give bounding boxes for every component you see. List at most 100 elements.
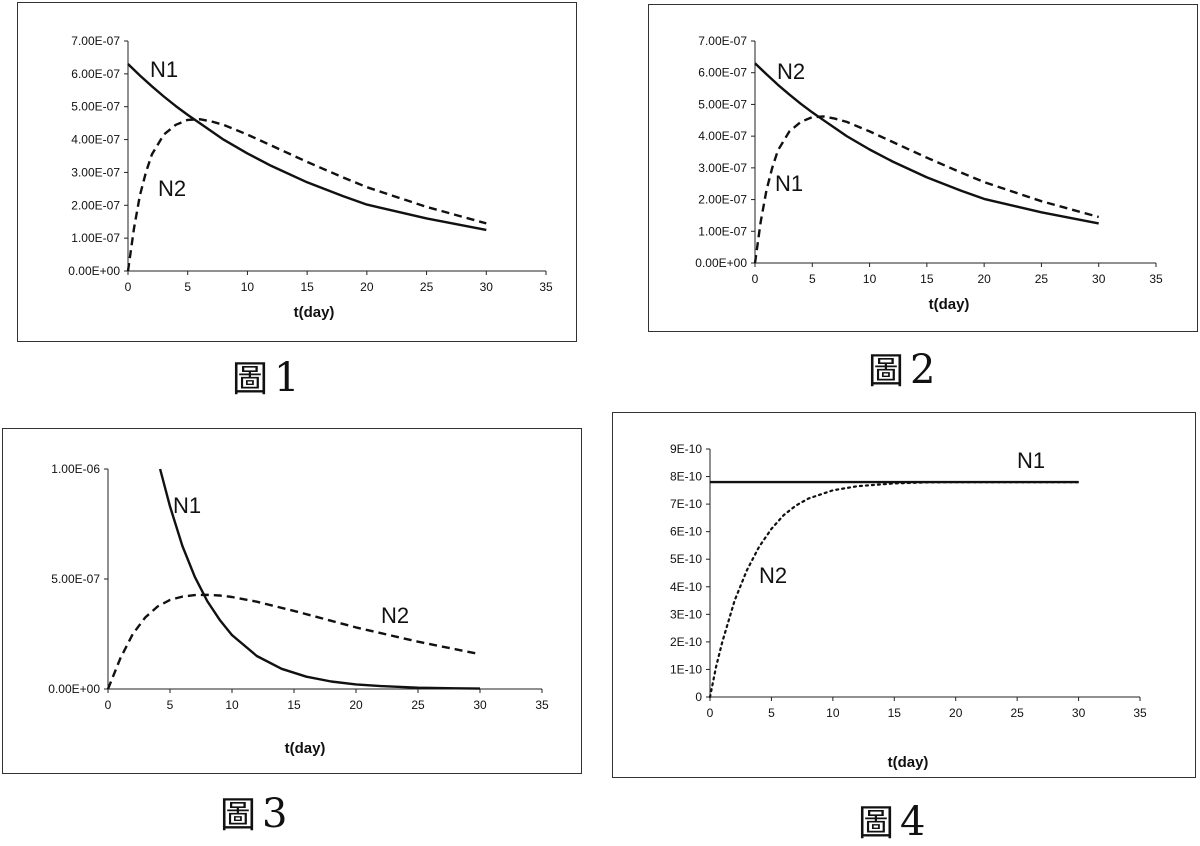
x-tick-label: 5 (809, 272, 816, 286)
x-axis-label: t(day) (294, 304, 335, 321)
y-tick-label: 2.00E-07 (698, 193, 747, 207)
x-tick-label: 15 (888, 706, 902, 720)
chart-panel-3: 0 5 10 15 20 25 30 35 0.00E+00 5.00E-07 1.00E-06 t(… (2, 428, 582, 774)
x-tick-label: 10 (241, 280, 255, 294)
series-label-n1: N1 (775, 171, 803, 196)
y-tick-label: 3.00E-07 (71, 165, 120, 179)
y-tick-label: 3.00E-07 (698, 161, 747, 175)
series-line-n2 (106, 593, 481, 690)
y-tick-label: 1.00E-07 (71, 231, 120, 245)
x-tick-label: 15 (920, 272, 934, 286)
y-tick-label: 0 (695, 690, 702, 704)
y-tick-label: 6.00E-07 (71, 67, 120, 81)
x-tick-label: 25 (1010, 706, 1024, 720)
y-tick-label: 6E-10 (670, 525, 702, 539)
y-tick-label: 2.00E-07 (71, 198, 120, 212)
series-line-n2 (126, 117, 487, 272)
x-axis-label: t(day) (888, 754, 929, 771)
y-tick-label: 6.00E-07 (698, 66, 747, 80)
x-tick-label: 30 (473, 698, 487, 712)
series-line-n1 (753, 115, 1100, 264)
series-line-n2 (754, 62, 1099, 225)
y-tick-label: 1.00E-07 (698, 224, 747, 238)
caption-prefix: 圖 (220, 795, 257, 836)
x-tick-label: 25 (420, 280, 434, 294)
x-tick-label: 35 (535, 698, 549, 712)
x-tick-label: 15 (287, 698, 301, 712)
x-tick-label: 20 (977, 272, 991, 286)
y-tick-label: 4.00E-07 (698, 129, 747, 143)
y-tick-label: 9E-10 (670, 442, 702, 456)
y-tick-label: 8E-10 (670, 470, 702, 484)
x-tick-label: 35 (539, 280, 553, 294)
x-tick-label: 35 (1133, 706, 1147, 720)
x-tick-label: 35 (1149, 272, 1163, 286)
x-tick-label: 0 (105, 698, 112, 712)
y-tick-label: 7.00E-07 (698, 34, 747, 48)
x-tick-label: 15 (300, 280, 314, 294)
x-tick-label: 5 (167, 698, 174, 712)
chart-2: 0 5 10 15 20 25 30 35 0.00E+00 1.00E-07 2.00E-07 3.… (695, 34, 1163, 313)
y-tick-label: 1E-10 (670, 662, 702, 676)
y-tick-label: 7E-10 (670, 497, 702, 511)
caption-prefix: 圖 (232, 359, 269, 400)
series-line-n2 (708, 480, 1080, 699)
y-tick-label: 0.00E+00 (695, 256, 747, 270)
chart-panel-4: 0 5 10 15 20 25 30 35 0 1E-10 2E-10 3E-10 4E-10 5E-10… (612, 412, 1196, 778)
series-label-n2: N2 (759, 563, 787, 588)
x-tick-label: 0 (752, 272, 759, 286)
x-tick-label: 10 (225, 698, 239, 712)
chart-3: 0 5 10 15 20 25 30 35 0.00E+00 5.00E-07 1.00E-06 t(… (48, 462, 549, 757)
chart-panel-1: 0 5 10 15 20 25 30 35 0.00E+00 1.00E-07 2.00E-07 3.… (17, 2, 577, 342)
x-tick-label: 0 (125, 280, 132, 294)
y-tick-label: 4.00E-07 (71, 133, 120, 147)
y-tick-label: 5.00E-07 (698, 97, 747, 111)
caption-prefix: 圖 (868, 351, 905, 392)
y-tick-label: 7.00E-07 (71, 34, 120, 48)
x-tick-label: 5 (768, 706, 775, 720)
y-tick-label: 4E-10 (670, 580, 702, 594)
caption-number: 4 (900, 799, 926, 845)
series-label-n1: N1 (1017, 448, 1045, 473)
series-label-n1: N1 (173, 493, 201, 518)
series-label-n2: N2 (158, 176, 186, 201)
series-line-n1 (127, 63, 487, 232)
y-tick-label: 5.00E-07 (51, 572, 100, 586)
chart-1: 0 5 10 15 20 25 30 35 0.00E+00 1.00E-07 2.00E-07 3.… (68, 34, 553, 321)
caption-prefix: 圖 (858, 803, 895, 844)
y-tick-label: 5E-10 (670, 552, 702, 566)
series-line-n1 (158, 468, 481, 690)
y-tick-label: 1.00E-06 (51, 462, 100, 476)
x-tick-label: 0 (707, 706, 714, 720)
x-tick-label: 10 (863, 272, 877, 286)
series-label-n2: N2 (777, 59, 805, 84)
y-tick-label: 0.00E+00 (48, 682, 100, 696)
caption-number: 1 (274, 355, 300, 401)
caption-number: 2 (910, 347, 936, 393)
y-tick-label: 5.00E-07 (71, 100, 120, 114)
x-tick-label: 5 (184, 280, 191, 294)
x-tick-label: 25 (411, 698, 425, 712)
y-tick-label: 2E-10 (670, 635, 702, 649)
series-label-n2: N2 (381, 603, 409, 628)
x-tick-label: 20 (360, 280, 374, 294)
x-tick-label: 20 (349, 698, 363, 712)
x-tick-label: 10 (826, 706, 840, 720)
x-tick-label: 20 (949, 706, 963, 720)
series-label-n1: N1 (150, 57, 178, 82)
x-tick-label: 30 (480, 280, 494, 294)
x-tick-label: 25 (1035, 272, 1049, 286)
x-tick-label: 30 (1092, 272, 1106, 286)
x-axis-label: t(day) (929, 296, 970, 313)
chart-panel-2: 0 5 10 15 20 25 30 35 0.00E+00 1.00E-07 2.00E-07 3.… (648, 4, 1198, 332)
y-tick-label: 0.00E+00 (68, 264, 120, 278)
y-tick-label: 3E-10 (670, 607, 702, 621)
x-axis-label: t(day) (285, 740, 326, 757)
x-tick-label: 30 (1072, 706, 1086, 720)
caption-number: 3 (262, 791, 288, 837)
chart-4: 0 5 10 15 20 25 30 35 0 1E-10 2E-10 3E-10 4E-10 5E-10… (670, 442, 1147, 771)
